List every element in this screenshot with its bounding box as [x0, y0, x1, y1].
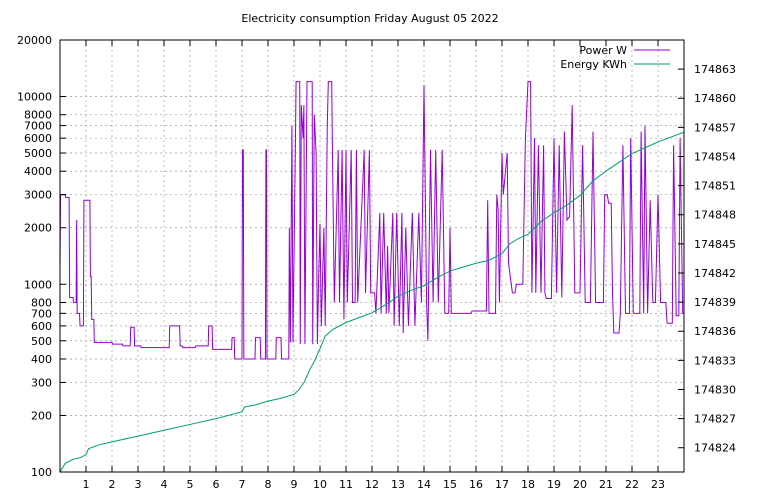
x-tick-label: 4 — [161, 478, 168, 491]
y-tick-label: 5000 — [24, 147, 52, 160]
y-tick-label: 4000 — [24, 165, 52, 178]
y2-tick-label: 174839 — [694, 296, 736, 309]
y-tick-label: 800 — [31, 296, 52, 309]
x-tick-label: 15 — [443, 478, 457, 491]
x-tick-label: 14 — [417, 478, 431, 491]
x-tick-label: 2 — [109, 478, 116, 491]
legend-label-power: Power W — [579, 44, 627, 57]
x-tick-label: 9 — [291, 478, 298, 491]
ticks: 1 2 3 4 5 6 7 8 9 10 11 12 13 14 15 16 17 18 19 20 21 22 23100… — [17, 34, 736, 491]
x-tick-label: 8 — [265, 478, 272, 491]
x-tick-label: 21 — [599, 478, 613, 491]
x-tick-label: 23 — [651, 478, 665, 491]
y2-tick-label: 174854 — [694, 150, 736, 163]
y-tick-label: 1000 — [24, 278, 52, 291]
series-layer — [59, 81, 685, 473]
x-tick-label: 16 — [469, 478, 483, 491]
y-tick-label: 300 — [31, 376, 52, 389]
y2-tick-label: 174827 — [694, 413, 736, 426]
y2-tick-label: 174833 — [694, 354, 736, 367]
y2-tick-label: 174842 — [694, 267, 736, 280]
y-tick-label: 3000 — [24, 189, 52, 202]
chart-title: Electricity consumption Friday August 05… — [241, 12, 498, 25]
x-tick-label: 5 — [187, 478, 194, 491]
y-tick-label: 7000 — [24, 120, 52, 133]
y-tick-label: 10000 — [17, 91, 52, 104]
energy-series-line — [59, 131, 685, 473]
y2-tick-label: 174860 — [694, 92, 736, 105]
y-tick-label: 100 — [31, 466, 52, 479]
x-tick-label: 10 — [313, 478, 327, 491]
legend-label-energy: Energy KWh — [560, 58, 627, 71]
y2-tick-label: 174845 — [694, 238, 736, 251]
x-tick-label: 11 — [339, 478, 353, 491]
y-tick-label: 6000 — [24, 132, 52, 145]
x-tick-label: 13 — [391, 478, 405, 491]
y-tick-label: 500 — [31, 335, 52, 348]
y-tick-label: 2000 — [24, 222, 52, 235]
x-tick-label: 18 — [521, 478, 535, 491]
y2-tick-label: 174863 — [694, 63, 736, 76]
y2-tick-label: 174848 — [694, 209, 736, 222]
y2-tick-label: 174836 — [694, 325, 736, 338]
y2-tick-label: 174851 — [694, 180, 736, 193]
y-tick-label: 600 — [31, 320, 52, 333]
y-tick-label: 8000 — [24, 109, 52, 122]
x-tick-label: 7 — [239, 478, 246, 491]
power-series-line — [59, 81, 684, 360]
y-tick-label: 20000 — [17, 34, 52, 47]
x-tick-label: 1 — [83, 478, 90, 491]
x-tick-label: 6 — [213, 478, 220, 491]
y2-tick-label: 174830 — [694, 383, 736, 396]
legend: Power W Energy KWh — [560, 44, 670, 71]
y-tick-label: 200 — [31, 409, 52, 422]
y-tick-label: 400 — [31, 353, 52, 366]
y2-tick-label: 174824 — [694, 442, 736, 455]
x-tick-label: 19 — [547, 478, 561, 491]
x-tick-label: 22 — [625, 478, 639, 491]
x-tick-label: 3 — [135, 478, 142, 491]
y-tick-label: 700 — [31, 307, 52, 320]
x-tick-label: 17 — [495, 478, 509, 491]
x-tick-label: 12 — [365, 478, 379, 491]
x-tick-label: 20 — [573, 478, 587, 491]
y2-tick-label: 174857 — [694, 121, 736, 134]
